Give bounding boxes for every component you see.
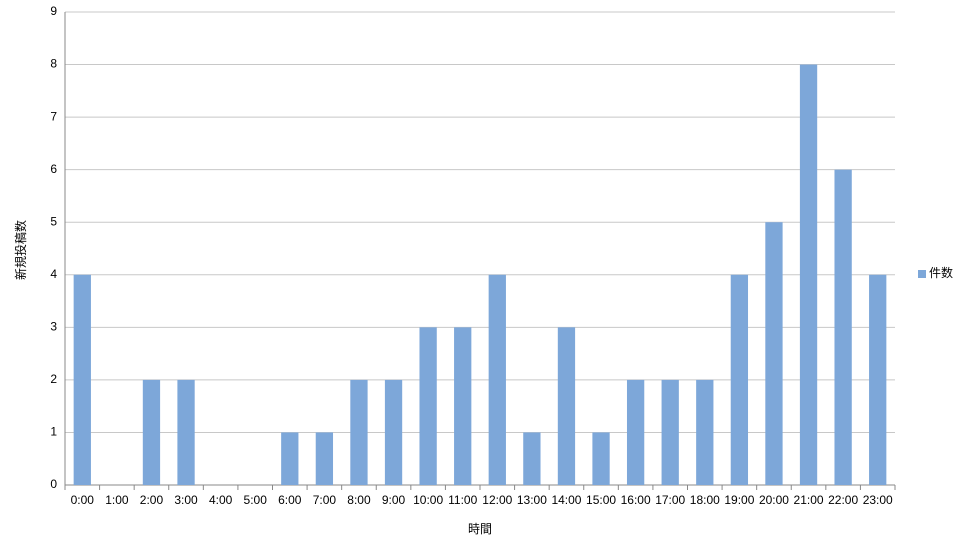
x-tick-label: 11:00 xyxy=(448,493,477,507)
bar xyxy=(350,379,368,485)
bar xyxy=(523,432,541,485)
y-tick-label: 4 xyxy=(50,267,57,281)
bar xyxy=(799,64,818,486)
x-tick-label: 22:00 xyxy=(828,493,858,507)
x-tick-label: 14:00 xyxy=(551,493,581,507)
bar xyxy=(730,274,749,485)
bar xyxy=(315,432,334,485)
x-tick-label: 12:00 xyxy=(482,493,512,507)
x-tick-label: 15:00 xyxy=(586,493,616,507)
bar xyxy=(73,274,91,485)
y-tick-label: 3 xyxy=(50,320,57,334)
x-tick-label: 19:00 xyxy=(724,493,754,507)
y-tick-label: 5 xyxy=(50,214,57,228)
y-tick-label: 7 xyxy=(50,109,57,123)
x-tick-label: 5:00 xyxy=(244,493,268,507)
x-tick-label: 18:00 xyxy=(690,493,720,507)
x-tick-label: 7:00 xyxy=(313,493,337,507)
y-tick-label: 0 xyxy=(50,477,57,491)
x-tick-label: 6:00 xyxy=(278,493,302,507)
legend-label: 件数 xyxy=(929,265,953,280)
x-tick-label: 9:00 xyxy=(382,493,406,507)
x-tick-label: 17:00 xyxy=(655,493,685,507)
x-tick-label: 3:00 xyxy=(174,493,198,507)
bar xyxy=(281,432,299,485)
bar xyxy=(142,379,161,485)
bar xyxy=(592,432,610,485)
bar xyxy=(765,222,783,485)
x-tick-label: 1:00 xyxy=(105,493,129,507)
x-tick-label: 16:00 xyxy=(621,493,651,507)
bar xyxy=(384,379,403,485)
x-tick-label: 21:00 xyxy=(794,493,824,507)
x-tick-label: 23:00 xyxy=(863,493,893,507)
y-tick-label: 1 xyxy=(50,425,57,439)
x-axis-label: 時間 xyxy=(468,522,492,536)
legend-swatch xyxy=(918,270,926,278)
y-tick-label: 8 xyxy=(50,57,57,71)
y-tick-label: 2 xyxy=(50,372,57,386)
x-tick-label: 4:00 xyxy=(209,493,233,507)
bar xyxy=(869,274,887,485)
x-tick-label: 0:00 xyxy=(71,493,95,507)
bar xyxy=(626,379,645,485)
bar xyxy=(488,274,506,485)
bar xyxy=(696,379,714,485)
y-tick-label: 6 xyxy=(50,162,57,176)
x-tick-label: 20:00 xyxy=(759,493,789,507)
y-tick-label: 9 xyxy=(50,4,57,18)
x-tick-label: 13:00 xyxy=(517,493,547,507)
bar xyxy=(834,169,852,485)
x-tick-label: 2:00 xyxy=(140,493,164,507)
bar xyxy=(557,327,576,485)
bar xyxy=(661,379,679,485)
bar xyxy=(177,379,195,485)
bar xyxy=(454,327,472,485)
x-tick-label: 10:00 xyxy=(413,493,443,507)
bar xyxy=(419,327,437,485)
y-axis-label: 新規投稿数 xyxy=(13,220,28,280)
x-tick-label: 8:00 xyxy=(347,493,371,507)
